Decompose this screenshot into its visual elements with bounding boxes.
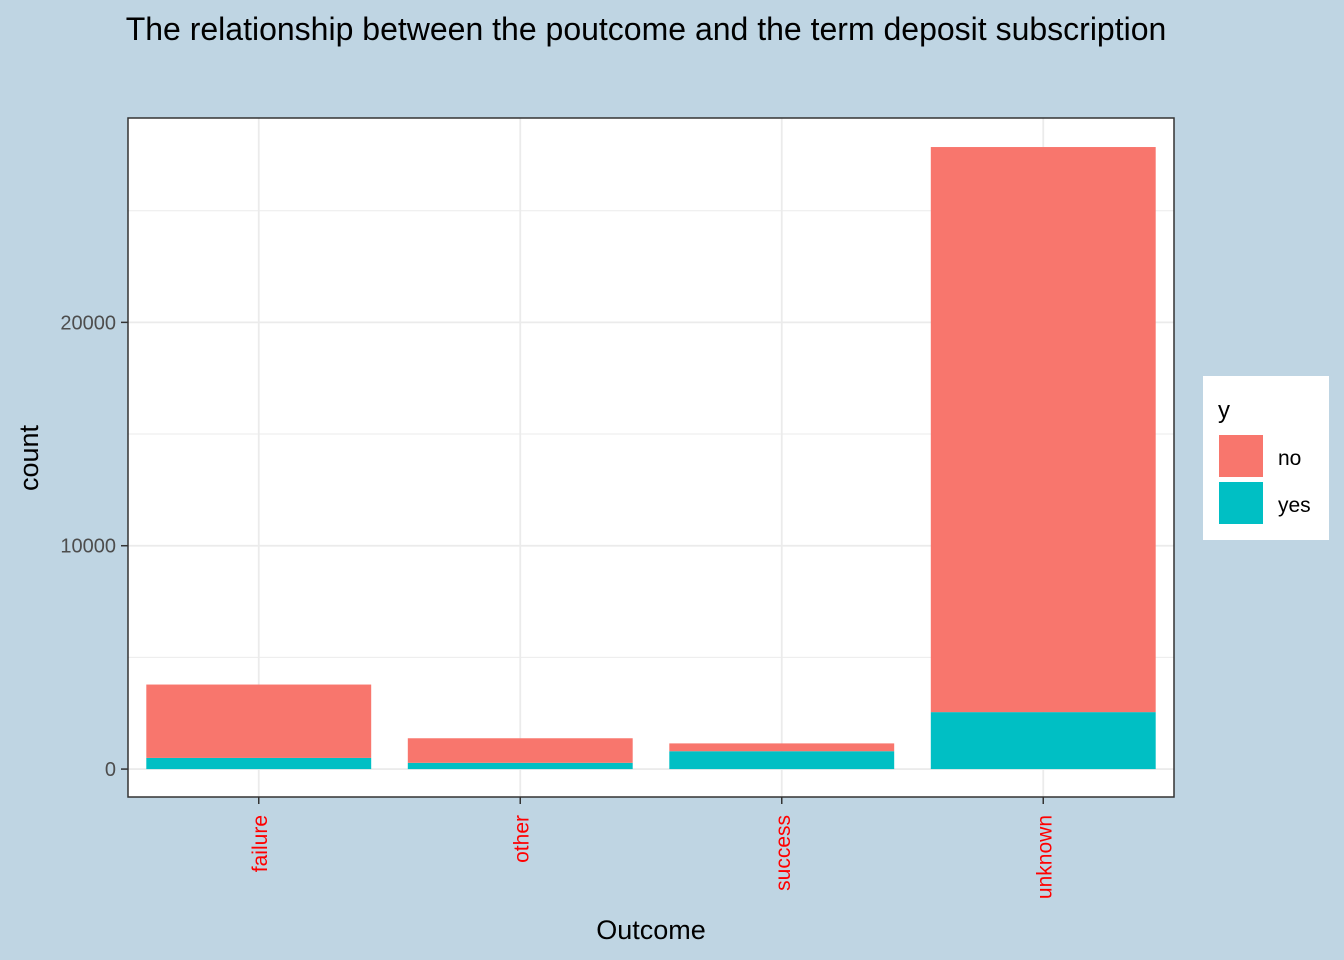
bar-yes-success xyxy=(669,751,895,770)
bar-no-unknown xyxy=(930,147,1156,713)
legend-key-no xyxy=(1219,435,1263,477)
bar-yes-other xyxy=(407,762,633,770)
bar-yes-failure xyxy=(146,757,372,770)
y-axis-label: count xyxy=(14,424,44,491)
bar-no-other xyxy=(407,738,633,763)
legend-title: y xyxy=(1218,397,1230,424)
y-tick-label: 10000 xyxy=(60,536,116,558)
legend-key-yes xyxy=(1219,482,1263,524)
plot-border xyxy=(127,117,1175,798)
bar-yes-unknown xyxy=(930,712,1156,770)
y-tick-label: 0 xyxy=(105,759,116,781)
legend-label-yes: yes xyxy=(1278,494,1311,517)
x-tick-label: success xyxy=(772,815,795,891)
x-tick-label: unknown xyxy=(1033,815,1056,899)
x-axis-label: Outcome xyxy=(596,915,706,945)
x-tick-label: other xyxy=(510,815,533,863)
bar-no-failure xyxy=(146,684,372,758)
legend-label-no: no xyxy=(1278,447,1301,470)
x-tick-label: failure xyxy=(249,815,272,872)
y-tick-label: 20000 xyxy=(60,312,116,334)
bar-no-success xyxy=(669,743,895,752)
chart-title: The relationship between the poutcome an… xyxy=(126,11,1167,47)
